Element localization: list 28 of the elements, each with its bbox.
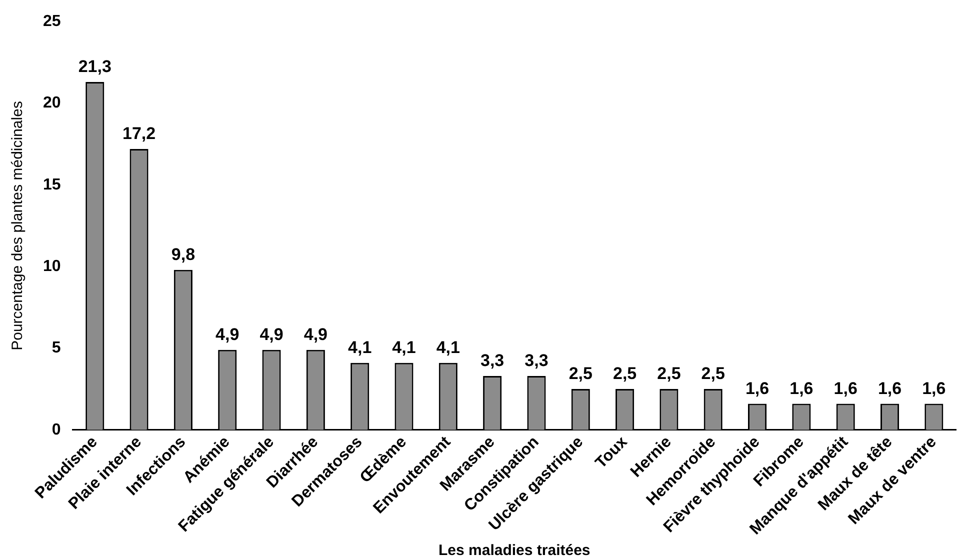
data-label: 1,6 <box>790 378 814 398</box>
data-label: 3,3 <box>480 351 504 370</box>
data-label: 4,9 <box>216 325 240 344</box>
data-label: 4,1 <box>392 338 416 358</box>
y-tick-label: 10 <box>43 258 61 275</box>
data-label: 3,3 <box>524 351 548 370</box>
data-label: 17,2 <box>122 124 156 144</box>
x-axis-title: Les maladies traitées <box>438 542 590 560</box>
y-tick-label: 0 <box>52 421 61 438</box>
y-tick-label: 15 <box>43 176 61 194</box>
data-label: 4,9 <box>260 325 284 344</box>
data-label: 2,5 <box>701 364 725 384</box>
data-label: 2,5 <box>568 364 592 384</box>
data-label: 2,5 <box>612 364 637 384</box>
y-tick-label: 25 <box>43 13 61 30</box>
data-label: 1,6 <box>878 378 902 398</box>
data-label: 4,1 <box>348 338 372 358</box>
y-tick-label: 20 <box>43 94 61 112</box>
data-label: 4,1 <box>436 338 460 358</box>
y-tick-label: 5 <box>52 340 61 357</box>
data-label: 9,8 <box>171 245 196 264</box>
data-label: 4,9 <box>304 325 328 344</box>
data-label: 21,3 <box>78 57 112 76</box>
data-label: 1,6 <box>922 378 946 398</box>
y-axis-title: Pourcentage des plantes médicinales <box>9 101 26 350</box>
data-label: 2,5 <box>657 364 681 384</box>
data-label: 1,6 <box>834 378 858 398</box>
data-label: 1,6 <box>745 378 770 398</box>
